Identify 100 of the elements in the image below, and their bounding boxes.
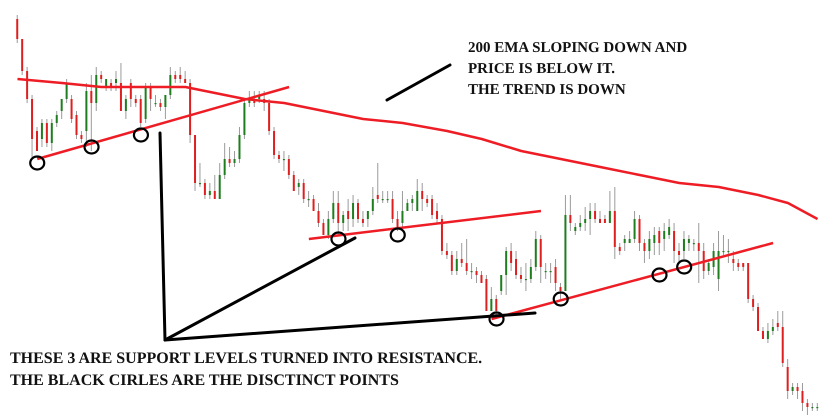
candlestick	[288, 154, 290, 180]
candlestick	[579, 214, 582, 232]
candlestick	[159, 98, 162, 112]
candlestick	[698, 222, 700, 284]
candlestick	[278, 150, 280, 164]
candlestick	[559, 282, 562, 300]
candlestick	[56, 110, 58, 128]
candlestick	[396, 210, 399, 232]
candlestick	[460, 242, 463, 268]
candlestick	[682, 230, 685, 260]
candlestick	[411, 194, 414, 212]
candlestick	[322, 218, 324, 236]
candlestick	[510, 242, 512, 272]
candlestick	[446, 242, 448, 260]
candlestick	[658, 226, 660, 256]
candlestick	[115, 70, 118, 92]
candlestick	[224, 142, 226, 180]
candlestick	[416, 178, 418, 212]
candlestick	[90, 74, 92, 152]
candlestick	[238, 126, 240, 164]
candlestick	[16, 15, 18, 44]
candlestick	[801, 382, 804, 412]
candlestick	[796, 382, 799, 400]
candlestick	[530, 258, 532, 284]
candlestick	[643, 238, 646, 264]
candlestick	[732, 250, 734, 272]
candlestick	[476, 266, 478, 284]
point	[132, 127, 150, 143]
candlestick	[515, 250, 518, 280]
candlestick	[234, 150, 236, 168]
candlestick	[708, 258, 710, 276]
candlestick	[638, 214, 641, 252]
candlestick	[302, 178, 305, 204]
candlestick	[214, 174, 216, 200]
candlestick	[347, 198, 350, 232]
candlestick	[124, 94, 127, 120]
candlestick	[678, 242, 680, 264]
candlestick	[140, 94, 142, 128]
candlestick	[490, 286, 492, 312]
candlestick	[421, 182, 424, 212]
candlestick	[589, 202, 592, 236]
candlestick	[554, 258, 557, 292]
point	[390, 227, 406, 243]
candlestick	[792, 382, 794, 396]
candlestick	[372, 186, 374, 216]
point	[29, 155, 46, 171]
candlestick	[174, 70, 176, 84]
candlestick	[298, 178, 300, 196]
candlestick	[653, 226, 656, 256]
candlestick	[392, 190, 394, 224]
candlestick	[66, 78, 68, 104]
candlestick	[505, 246, 508, 296]
candlestick	[673, 222, 676, 264]
candlestick	[648, 230, 650, 260]
candlestick	[594, 202, 596, 224]
candlestick	[456, 250, 458, 276]
candlestick	[574, 222, 576, 236]
candlestick	[634, 210, 636, 244]
candlestick	[164, 94, 166, 120]
candlestick	[500, 274, 502, 296]
candlestick	[342, 210, 344, 232]
candlestick	[520, 266, 522, 284]
candlestick	[357, 198, 359, 224]
candlestick	[688, 234, 690, 252]
candlestick	[663, 222, 666, 252]
candlestick	[50, 118, 53, 152]
candlestick	[228, 146, 231, 168]
candlestick	[362, 210, 364, 228]
candlestick	[317, 202, 320, 228]
candlestick	[401, 190, 404, 228]
candlestick	[786, 358, 789, 400]
candlestick	[218, 162, 221, 200]
candlestick	[60, 98, 63, 120]
point	[676, 259, 692, 275]
candlestick	[376, 162, 379, 204]
point	[83, 139, 100, 155]
candlestick	[668, 218, 670, 240]
candlestick	[337, 190, 340, 236]
candlestick	[466, 238, 468, 276]
candlestick	[737, 258, 740, 272]
candlestick	[204, 178, 206, 200]
candlestick	[40, 118, 43, 148]
point	[651, 267, 668, 283]
candlestick	[327, 210, 330, 240]
candlestick	[80, 130, 82, 144]
candlestick	[36, 126, 38, 152]
candlestick	[352, 194, 354, 228]
candlestick	[312, 194, 315, 212]
candlestick	[608, 190, 611, 224]
candlestick	[366, 210, 369, 228]
point	[552, 291, 569, 307]
annotation: THESE 3 ARE SUPPORT LEVELS TURNED INTO RESISTANCE. THE BLACK CIRLES ARE THE DISCTINCT POINTS	[10, 349, 482, 391]
candlestick	[584, 206, 586, 232]
candlestick	[332, 190, 334, 224]
candlestick	[292, 170, 295, 192]
candlestick	[624, 234, 626, 252]
candlestick	[436, 202, 438, 224]
candlestick	[806, 398, 808, 415]
candlestick	[76, 110, 78, 140]
candlestick	[134, 94, 137, 108]
